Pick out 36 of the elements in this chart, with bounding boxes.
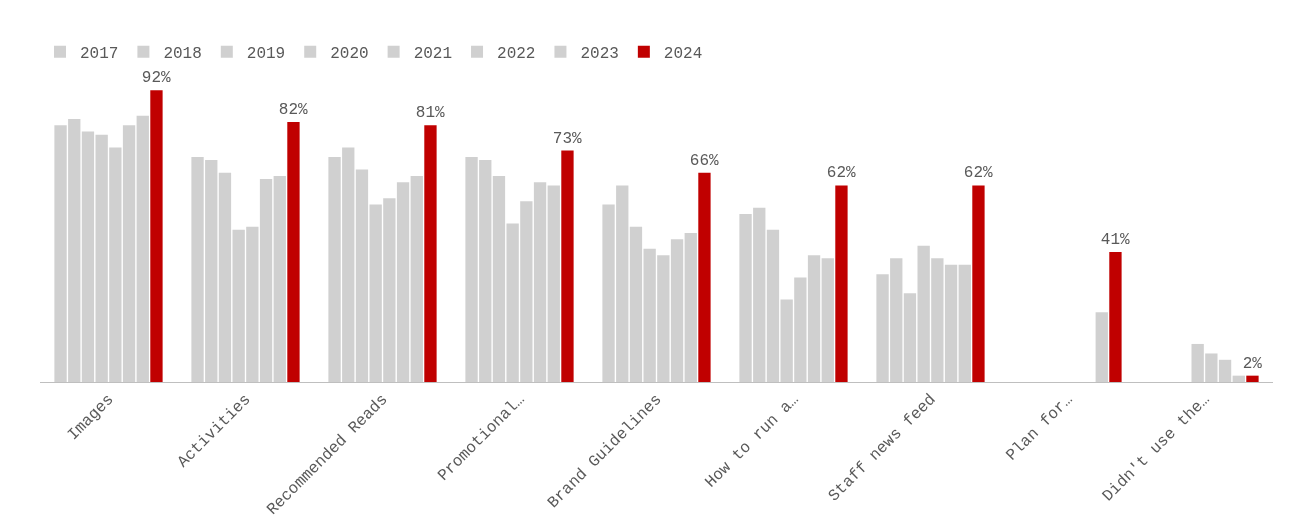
legend-label: 2018	[163, 45, 202, 63]
data-label: 82%	[278, 101, 309, 120]
bar	[958, 264, 971, 382]
data-label: 41%	[1100, 231, 1131, 250]
data-label: 2%	[1242, 354, 1263, 373]
bar	[287, 122, 300, 382]
data-label: 66%	[689, 151, 720, 170]
bar	[835, 185, 848, 382]
legend-label: 2022	[497, 45, 536, 63]
bar	[273, 175, 286, 382]
bar	[410, 175, 423, 382]
x-tick-label: How to run a…	[701, 390, 803, 492]
legend-label: 2023	[580, 45, 619, 63]
bar	[1109, 252, 1122, 382]
data-label: 81%	[415, 104, 446, 123]
bar	[136, 115, 149, 382]
data-label: 62%	[963, 164, 994, 183]
bar	[424, 125, 437, 382]
bar	[561, 150, 574, 382]
bar	[1095, 312, 1108, 382]
data-label: 62%	[826, 164, 857, 183]
data-label: 73%	[552, 129, 583, 148]
bar	[547, 185, 560, 382]
legend-label: 2020	[330, 45, 369, 63]
legend-label: 2017	[80, 45, 119, 63]
bar	[972, 185, 985, 382]
bar	[150, 90, 163, 382]
legend-label: 2021	[413, 45, 453, 63]
bar	[821, 258, 834, 382]
bar	[1246, 375, 1259, 382]
bar	[1232, 375, 1245, 382]
bar	[684, 233, 697, 382]
data-label: 92%	[141, 69, 172, 88]
legend-label: 2024	[663, 45, 703, 63]
bar	[698, 172, 711, 382]
legend-label: 2019	[246, 45, 286, 63]
